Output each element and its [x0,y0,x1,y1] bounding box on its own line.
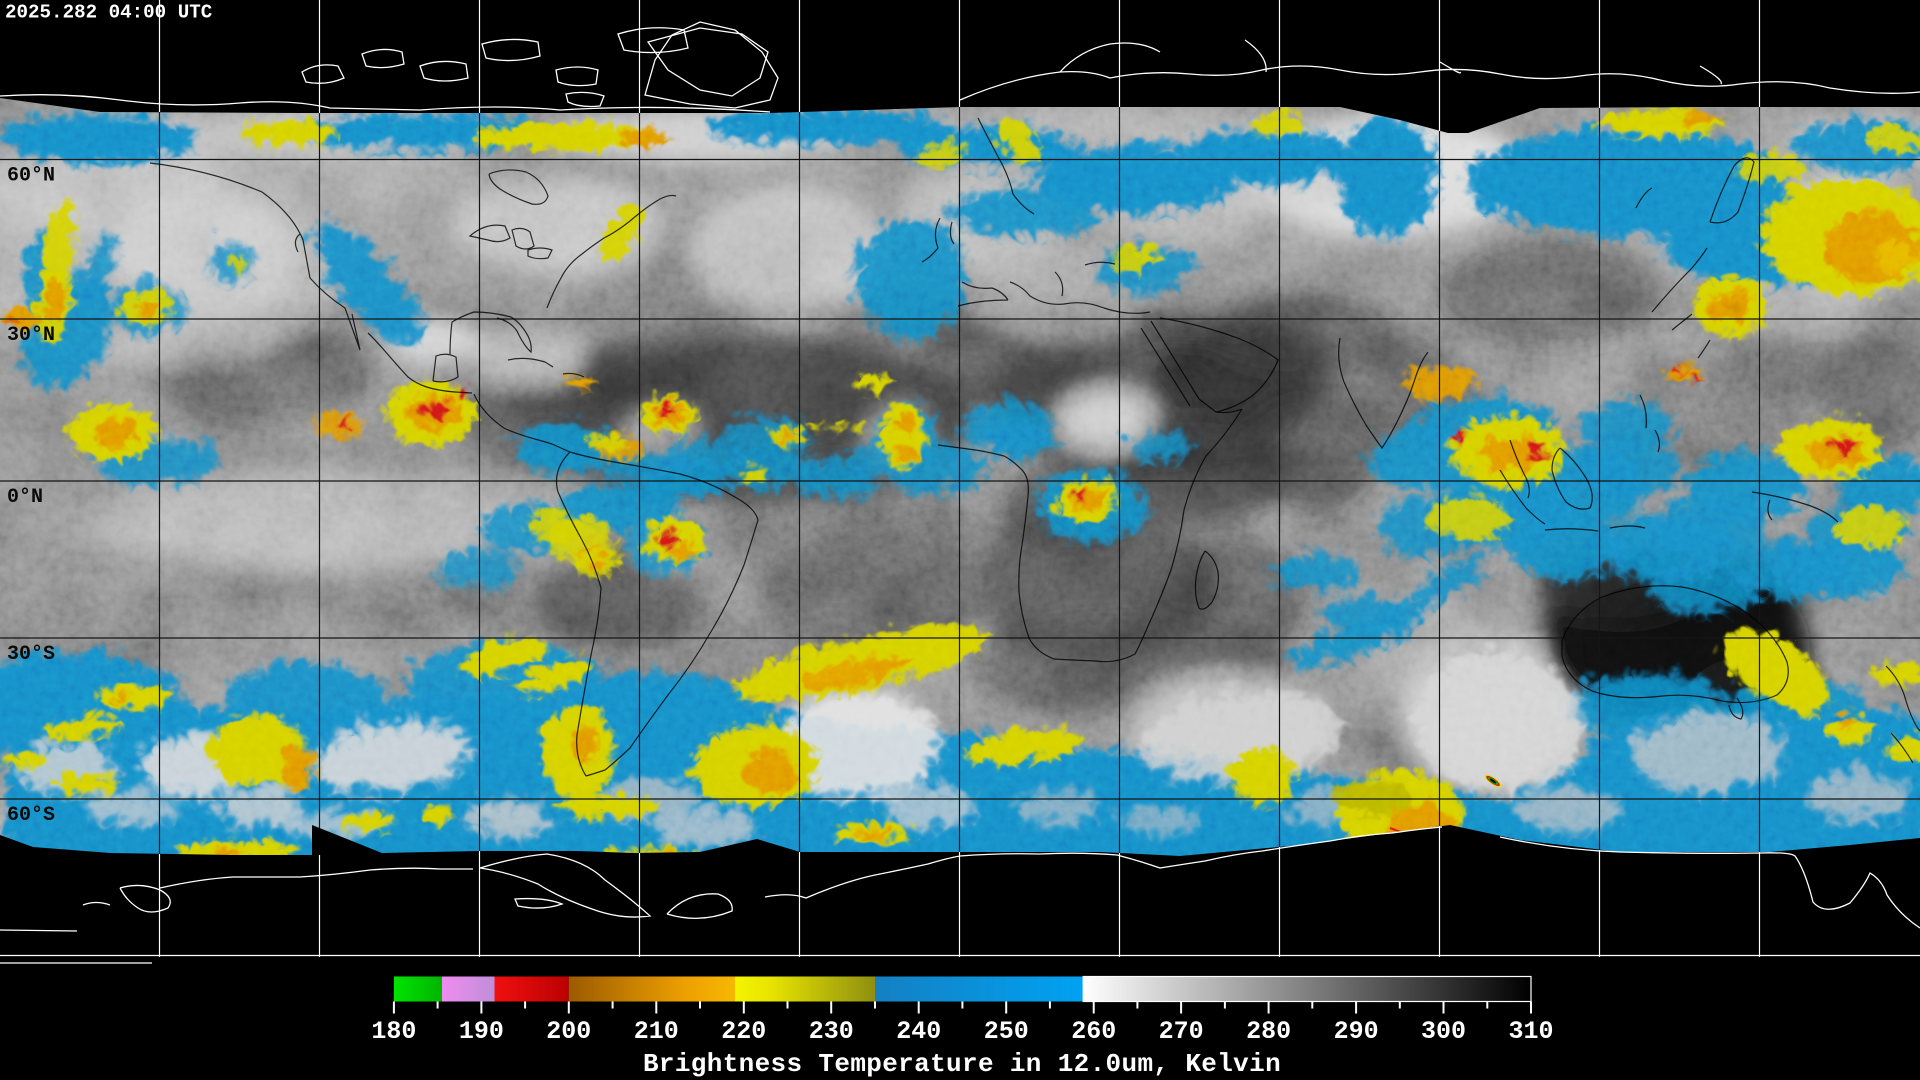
svg-text:240: 240 [896,1017,941,1046]
svg-text:200: 200 [546,1017,591,1046]
svg-text:Brightness Temperature in 12.0: Brightness Temperature in 12.0um, Kelvin [643,1049,1281,1079]
svg-text:300: 300 [1421,1017,1466,1046]
svg-text:2025.282 04:00 UTC: 2025.282 04:00 UTC [5,2,212,24]
svg-text:190: 190 [459,1017,504,1046]
svg-text:60°S: 60°S [7,804,55,827]
svg-text:250: 250 [984,1017,1029,1046]
svg-text:280: 280 [1246,1017,1291,1046]
svg-text:270: 270 [1159,1017,1204,1046]
svg-text:60°N: 60°N [7,165,55,188]
svg-text:310: 310 [1508,1017,1553,1046]
svg-text:290: 290 [1334,1017,1379,1046]
svg-text:30°S: 30°S [7,643,55,666]
svg-text:180: 180 [371,1017,416,1046]
svg-text:260: 260 [1071,1017,1116,1046]
svg-text:210: 210 [634,1017,679,1046]
svg-text:220: 220 [721,1017,766,1046]
svg-text:30°N: 30°N [7,324,55,347]
svg-text:0°N: 0°N [7,486,43,509]
svg-text:230: 230 [809,1017,854,1046]
